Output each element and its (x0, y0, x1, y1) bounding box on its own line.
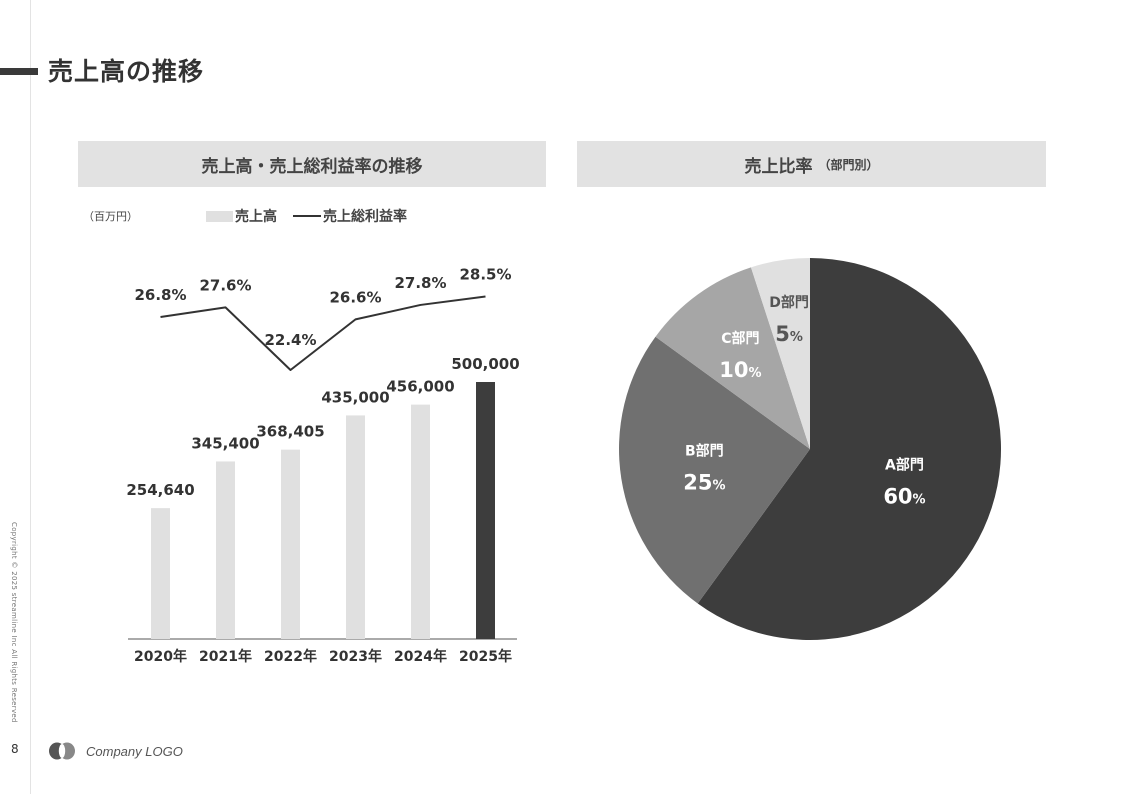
pie-slice-label: C部門 (721, 330, 759, 347)
gross-margin-line (160, 295, 486, 371)
pie-slice-percent: 10% (719, 358, 761, 382)
sales-bar (281, 449, 300, 639)
logo-mark-icon (49, 742, 75, 760)
sales-trend-heading: 売上高・売上総利益率の推移 (201, 156, 423, 177)
left-margin-rule (30, 0, 31, 794)
sales-bar (216, 461, 235, 639)
title-accent-bar (0, 68, 38, 75)
chart-legend: 売上高 売上総利益率 (206, 206, 407, 226)
pie-slice (618, 336, 810, 604)
sales-bar (411, 404, 430, 639)
unit-label: （百万円） (83, 210, 138, 223)
pie-slice-percent: 25% (683, 471, 725, 495)
pie-slice-percent: 60% (883, 485, 925, 509)
bar-value-label: 254,640 (126, 481, 194, 499)
x-tick-label: 2023年 (329, 648, 382, 665)
copyright-notice: Copyright © 2025 streamline Inc All Righ… (10, 522, 18, 723)
company-logo: Company LOGO (48, 742, 183, 760)
pie-slice-label: A部門 (885, 457, 924, 474)
bar-value-label: 500,000 (451, 355, 519, 373)
line-value-label: 26.8% (134, 286, 186, 304)
bar-value-label: 345,400 (191, 434, 259, 452)
pie-slice-label: D部門 (769, 294, 809, 311)
page-title: 売上高の推移 (48, 57, 205, 86)
sales-ratio-header: 売上比率 （部門別） (577, 141, 1046, 187)
legend-bar-swatch (206, 210, 233, 222)
bar-value-label: 456,000 (386, 378, 454, 396)
sales-ratio-heading-sub: （部門別） (818, 157, 879, 172)
pie-slice (750, 258, 810, 449)
bar-value-label: 435,000 (321, 388, 389, 406)
line-value-label: 28.5% (459, 266, 511, 284)
line-value-label: 26.6% (329, 288, 381, 306)
legend-bar-label: 売上高 (235, 209, 277, 225)
legend-line-swatch (293, 215, 321, 217)
sales-bar (151, 508, 170, 639)
x-tick-label: 2021年 (199, 648, 252, 665)
x-tick-label: 2022年 (264, 648, 317, 665)
company-logo-text: Company LOGO (86, 743, 183, 759)
line-value-label: 27.6% (199, 276, 251, 294)
x-tick-label: 2024年 (394, 648, 447, 665)
x-tick-label: 2025年 (459, 648, 512, 665)
sales-bar (346, 415, 365, 639)
line-value-label: 22.4% (264, 331, 316, 349)
sales-ratio-heading: 売上比率 (744, 156, 813, 177)
page-number: 8 (11, 742, 19, 756)
bar-value-label: 368,405 (256, 423, 324, 441)
pie-slice-percent: 5% (775, 322, 803, 346)
sales-bar (476, 382, 495, 639)
x-tick-label: 2020年 (134, 648, 187, 665)
sales-trend-header: 売上高・売上総利益率の推移 (78, 141, 546, 187)
legend-line-label: 売上総利益率 (323, 209, 407, 225)
line-value-label: 27.8% (394, 274, 446, 292)
pie-slice (655, 267, 810, 449)
pie-slice-label: B部門 (685, 443, 724, 460)
pie-slice (697, 258, 1002, 641)
